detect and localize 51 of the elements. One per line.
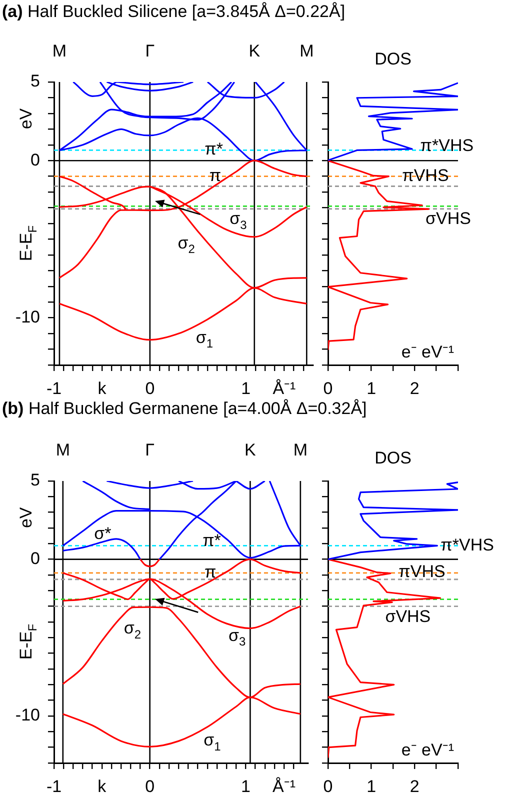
ref-line-label: M (300, 42, 314, 61)
annotation: πVHS (402, 166, 449, 186)
x-tick-label: 2 (410, 378, 420, 398)
y-tick-label: -10 (15, 308, 40, 327)
y-axis-title: E-EF (16, 624, 40, 660)
ref-line-label: M (52, 42, 67, 61)
x-tick-label: 0 (145, 378, 155, 398)
x-tick-label: -1 (46, 378, 62, 398)
annotation: π*VHS (420, 136, 474, 155)
x-tick-label: k (98, 378, 107, 398)
y-tick-label: 0 (30, 150, 40, 170)
y-tick-label: 5 (30, 72, 40, 91)
x-axis-title: e⁻ eV⁻¹ (401, 342, 454, 362)
chart-title: DOS (374, 50, 412, 69)
x-tick-label: 0 (323, 776, 333, 796)
x-tick-label: 1 (366, 378, 376, 398)
annotation: πVHS (398, 562, 446, 582)
ref-line-label: K (244, 440, 257, 460)
x-tick-label: 0 (145, 776, 155, 796)
ref-line-label: Γ (145, 42, 155, 61)
annotation: π* (202, 531, 222, 550)
x-tick-label: 1 (240, 776, 250, 796)
y-tick-label: 0 (30, 549, 40, 568)
annotation: σVHS (385, 606, 431, 626)
chart-title: DOS (374, 448, 412, 468)
x-tick-label: 0 (323, 378, 333, 398)
x-tick-label: 1 (366, 776, 376, 796)
annotation: π* (204, 139, 224, 158)
text: eV (16, 506, 36, 528)
ref-line-label: M (56, 440, 70, 460)
x-tick-label: 2 (410, 776, 420, 796)
ref-line-label: K (248, 42, 261, 61)
ref-line-label: M (293, 440, 308, 460)
annotation: π*VHS (440, 535, 494, 554)
x-tick-label: k (98, 776, 107, 796)
annotation: σ* (94, 524, 112, 543)
x-tick-label: -1 (46, 776, 62, 796)
annotation: σVHS (426, 209, 471, 228)
x-tick-label: Å⁻¹ (272, 776, 296, 796)
x-tick-label: Å⁻¹ (272, 378, 296, 398)
text: eV (16, 108, 36, 130)
ref-line-label: Γ (145, 440, 155, 460)
x-tick-label: 1 (241, 378, 251, 398)
chart-title: (a) Half Buckled Silicene [a=3.845Å Δ=0.22Å] (2, 2, 346, 21)
chart-title: (b) Half Buckled Germanene [a=4.00Å Δ=0.32Å] (2, 399, 367, 418)
y-axis-title: E-EF (16, 225, 40, 262)
y-tick-label: -10 (15, 706, 40, 725)
y-tick-label: 5 (30, 470, 40, 490)
annotation: π (204, 562, 216, 582)
annotation: π (209, 166, 222, 186)
x-axis-title: e⁻ eV⁻¹ (401, 740, 454, 760)
